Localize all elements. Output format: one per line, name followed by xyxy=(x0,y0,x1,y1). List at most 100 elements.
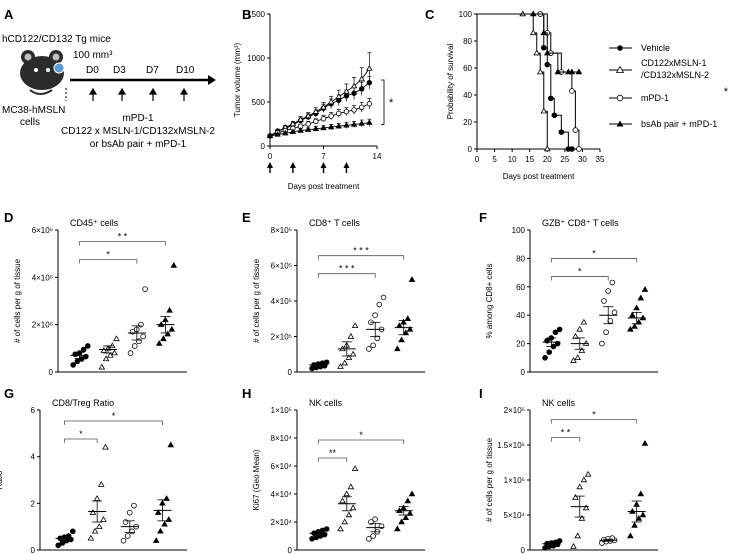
y-tick-label: 2×10⁶ xyxy=(32,321,53,330)
data-point xyxy=(85,343,91,349)
survival-step-line xyxy=(477,13,548,149)
panel-letter-b: B xyxy=(242,7,251,22)
data-point xyxy=(274,131,281,137)
significance-bracket xyxy=(64,438,98,443)
data-point xyxy=(161,520,168,527)
y-tick-label: 80 xyxy=(463,37,472,46)
data-point xyxy=(323,359,330,366)
x-tick-label: 5 xyxy=(492,155,497,164)
data-point xyxy=(131,502,137,509)
group-1 xyxy=(337,322,359,369)
data-point xyxy=(351,107,357,113)
group-2 xyxy=(599,279,618,347)
chart-title: CD8⁺ T cells xyxy=(309,218,360,228)
group-2 xyxy=(366,294,387,352)
data-point xyxy=(343,108,350,115)
data-point xyxy=(304,126,312,132)
data-point xyxy=(629,311,636,318)
y-tick-label: 6×10⁵ xyxy=(271,262,292,271)
y-tick-label: 6×10⁴ xyxy=(271,462,293,471)
data-point xyxy=(339,497,346,504)
data-point xyxy=(164,330,171,337)
data-point xyxy=(129,528,135,535)
mouse-strain-label: hCD122/CD132 Tg mice xyxy=(2,34,111,45)
data-point xyxy=(320,103,327,110)
dot-plot-d: 0 2×10⁶ 4×10⁶ 6×10⁶ CD45⁺ cells # of cells pe… xyxy=(13,218,187,377)
group-2 xyxy=(366,516,385,542)
survival-marker xyxy=(558,129,565,135)
dot-plot-g: 0 2 4 6 CD8/Treg Ratio Ratio * * xyxy=(0,398,187,554)
data-point xyxy=(166,306,173,313)
survival-marker xyxy=(540,29,548,36)
panel-letter-a: A xyxy=(4,7,14,22)
data-point xyxy=(349,350,357,357)
data-point xyxy=(111,349,118,356)
y-tick-label: 2×10⁵ xyxy=(271,333,292,342)
data-point xyxy=(578,347,586,353)
data-point xyxy=(80,346,87,353)
series-3 xyxy=(266,118,373,139)
y-tick-label: 6 xyxy=(31,406,36,415)
tumor-growth-chart: 0 500 1000 1500 0 7 14 Days post treatment Tumor… xyxy=(233,10,394,191)
data-point xyxy=(574,532,582,539)
tumor-volume-label: 100 mm³ xyxy=(73,50,113,61)
legend-item-mpd1: mPD-1 xyxy=(609,93,669,103)
y-tick-label: 4×10⁵ xyxy=(271,297,292,306)
dosing-arrow-head xyxy=(343,162,350,168)
significance-bracket xyxy=(79,241,166,246)
y-tick-label: 0 xyxy=(31,546,36,554)
legend-item-bsab: CD122xMSLN-1 /CD132xMSLN-2 xyxy=(609,58,709,80)
y-tick-label: 2 xyxy=(31,499,36,508)
data-point xyxy=(108,342,116,349)
data-point xyxy=(398,336,405,343)
y-tick-label: 20 xyxy=(516,340,525,349)
data-point xyxy=(345,511,353,518)
x-axis-label: Days post treatment xyxy=(288,182,360,191)
dosing-days: D0 D3 D7 D10 xyxy=(86,65,195,76)
data-point xyxy=(97,481,105,487)
group-3 xyxy=(394,276,416,352)
y-tick-label: 60 xyxy=(463,64,472,73)
y-tick-label: 8×10⁴ xyxy=(271,434,293,443)
y-tick-label: 0 xyxy=(468,145,473,154)
data-point xyxy=(312,108,320,114)
data-point xyxy=(89,509,97,515)
significance-label: * xyxy=(79,429,83,439)
significance-label: * xyxy=(724,86,729,98)
data-point xyxy=(337,525,344,532)
y-tick-label: 1000 xyxy=(247,54,265,63)
y-tick-label: 5×10⁴ xyxy=(504,511,526,520)
y-tick-label: 0 xyxy=(288,546,293,554)
data-point xyxy=(639,511,647,518)
data-point xyxy=(345,354,353,361)
significance-label: * * xyxy=(561,428,571,438)
tumor-cell-label-2: cells xyxy=(20,117,40,128)
data-point xyxy=(138,321,144,328)
y-tick-label: 0 xyxy=(521,368,526,377)
data-point xyxy=(102,443,109,450)
y-tick-label: 1×10⁵ xyxy=(504,476,525,485)
y-axis-label: # of cells per g of tissue xyxy=(252,258,261,343)
data-point xyxy=(157,527,164,534)
y-tick-label: 1×10⁵ xyxy=(271,406,292,415)
data-point xyxy=(406,510,414,516)
y-tick-label: 4×10⁶ xyxy=(32,273,53,282)
data-point xyxy=(343,490,351,497)
data-point xyxy=(582,504,590,511)
legend-label-bsab-1: CD122xMSLN-1 xyxy=(641,58,707,68)
group-1 xyxy=(87,443,109,541)
data-point xyxy=(335,122,343,129)
group-1 xyxy=(337,465,359,532)
data-point xyxy=(78,356,85,362)
y-tick-label: 0 xyxy=(261,142,266,151)
panel-letter-d: D xyxy=(4,210,13,225)
data-point xyxy=(366,119,373,125)
data-point xyxy=(631,521,638,528)
y-axis-label: Ratio xyxy=(0,470,4,489)
y-tick-label: 40 xyxy=(516,311,525,320)
significance-label: * * * xyxy=(339,264,355,274)
dosing-arrow-head xyxy=(289,162,296,168)
survival-marker xyxy=(569,146,575,152)
data-point xyxy=(343,121,350,128)
significance-bracket xyxy=(317,457,348,462)
